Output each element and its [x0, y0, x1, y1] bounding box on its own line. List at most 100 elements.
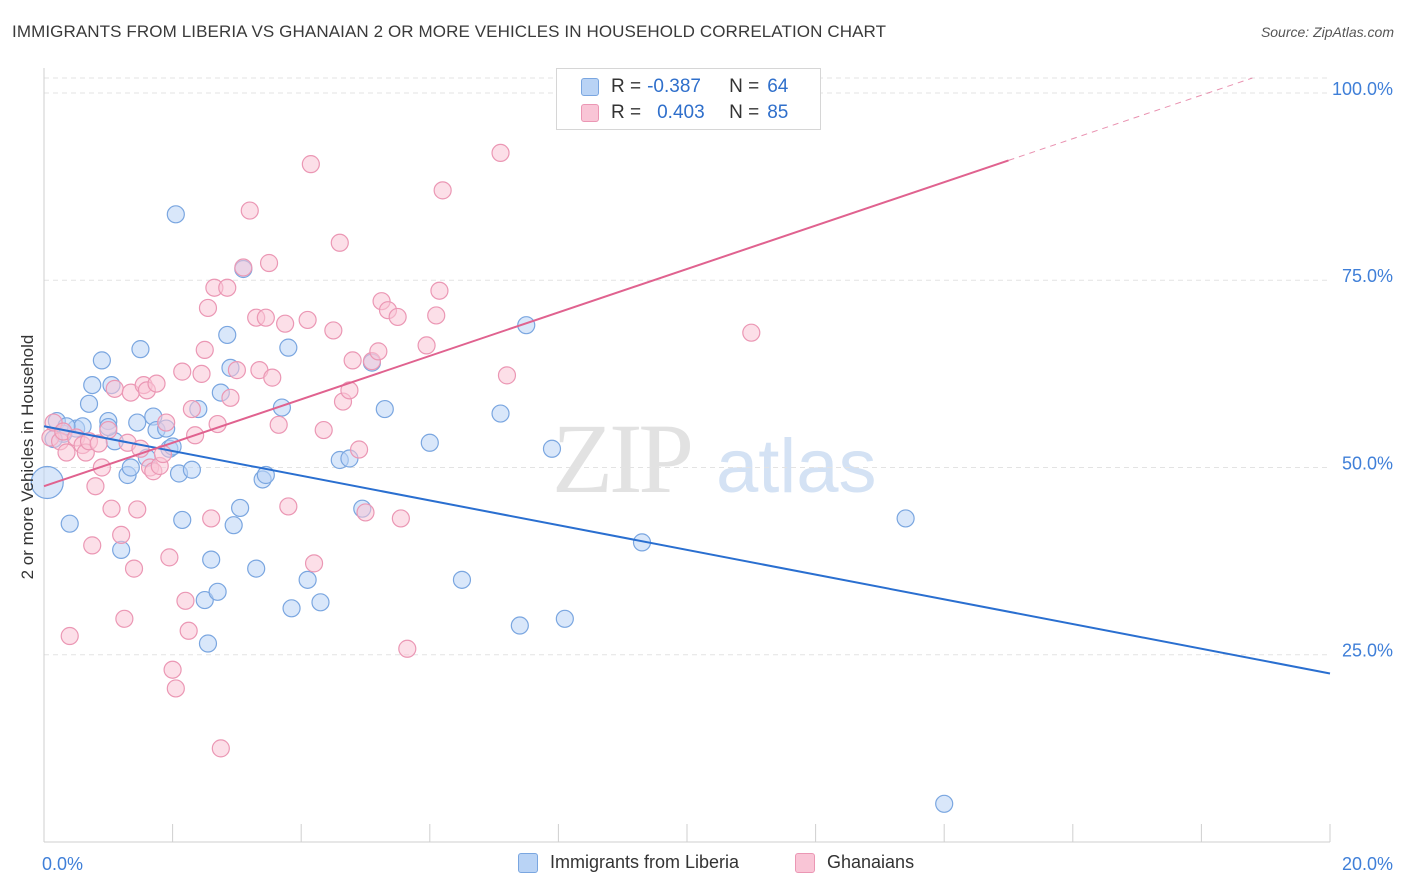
liberia-point-27	[195, 590, 214, 610]
stats-legend: R = -0.387 N = 64 R = 0.403 N = 85	[556, 68, 821, 130]
liberia-point-16	[131, 340, 150, 359]
liberia-point-24	[173, 510, 192, 530]
ghanaian-point-11	[86, 477, 105, 496]
ghanaian-point-42	[198, 298, 218, 318]
liberia-point-53	[510, 616, 529, 635]
stats-legend-row-ghanaian: R = 0.403 N = 85	[581, 100, 788, 126]
r-value-liberia: -0.387	[647, 76, 701, 97]
ghanaian-point-4	[57, 443, 76, 462]
ghanaian-point-50	[234, 258, 253, 277]
liberia-point-56	[555, 609, 574, 628]
r-label: R =	[611, 76, 642, 97]
ghanaian-point-17	[112, 525, 131, 545]
ghanaian-point-18	[115, 609, 134, 628]
liberia-point-8	[92, 351, 111, 370]
liberia-point-49	[375, 399, 394, 419]
liberia-point-37	[247, 559, 266, 578]
ghanaian-point-54	[256, 308, 275, 327]
tick-labels: 25.0% 50.0% 75.0% 100.0% 0.0% 20.0%	[42, 79, 1393, 874]
ghanaian-point-33	[163, 660, 182, 679]
ghanaian-point-80	[491, 143, 510, 163]
ghanaian-trend-extension	[1008, 77, 1253, 161]
ghanaian-point-36	[176, 591, 195, 610]
liberia-point-59	[935, 794, 954, 813]
liberia-point-58	[896, 509, 915, 528]
ghanaian-point-64	[324, 321, 343, 340]
liberia-point-30	[208, 582, 227, 601]
liberia-point-25	[182, 460, 201, 479]
r-value-ghanaian: 0.403	[657, 102, 705, 123]
y-tick-label-0: 25.0%	[1342, 641, 1393, 661]
y-tick-label-3: 100.0%	[1332, 79, 1393, 99]
ghanaian-point-69	[349, 440, 369, 459]
n-value-ghanaian: 85	[767, 102, 789, 123]
liberia-point-51	[452, 570, 472, 589]
ghanaian-point-16	[105, 379, 124, 398]
liberia-point-35	[231, 498, 250, 518]
liberia-point-43	[298, 570, 317, 589]
ghanaian-point-15	[102, 499, 121, 518]
ghanaian-point-78	[430, 281, 449, 300]
legend-swatch-ghanaians	[795, 852, 815, 873]
ghanaian-point-63	[314, 420, 333, 440]
axes	[43, 68, 1331, 843]
ghanaian-point-10	[83, 536, 102, 555]
ghanaian-point-61	[301, 155, 320, 174]
ghanaian-point-57	[269, 415, 288, 434]
liberia-point-55	[542, 439, 562, 458]
ghanaian-point-81	[497, 366, 517, 385]
ghanaian-point-21	[124, 559, 144, 578]
watermark: ZIP atlas	[552, 403, 877, 514]
watermark-zip: ZIP	[552, 403, 690, 514]
ghanaian-point-35	[173, 362, 192, 381]
liberia-point-41	[279, 338, 298, 357]
ghanaian-point-32	[160, 548, 179, 567]
ghanaian-point-46	[211, 739, 230, 758]
legend-item-liberia[interactable]: Immigrants from Liberia	[518, 852, 739, 873]
liberia-trend-line	[43, 425, 1331, 675]
liberia-point-0	[30, 465, 64, 500]
ghanaian-point-40	[192, 364, 211, 383]
stats-legend-row-liberia: R = -0.387 N = 64	[581, 74, 788, 100]
legend-label-ghanaians: Ghanaians	[827, 852, 915, 872]
ghanaian-point-51	[240, 201, 259, 220]
legend-item-ghanaians[interactable]: Ghanaians	[795, 852, 914, 873]
ghanaian-point-76	[417, 336, 436, 355]
ghanaian-point-62	[304, 554, 324, 573]
ghanaian-point-12	[89, 434, 108, 453]
ghanaian-point-79	[433, 181, 452, 200]
ghanaian-point-43	[202, 509, 221, 528]
ghanaian-point-68	[343, 351, 362, 370]
liberia-point-6	[79, 394, 99, 413]
chart-source: Source: ZipAtlas.com	[1260, 24, 1394, 40]
liberia-swatch	[581, 78, 599, 96]
y-tick-label-1: 50.0%	[1342, 453, 1393, 473]
n-value-liberia: 64	[767, 76, 789, 97]
ghanaian-point-60	[298, 310, 317, 330]
ghanaian-point-34	[166, 679, 185, 698]
data-points	[30, 143, 954, 813]
ghanaian-point-37	[179, 621, 198, 640]
ghanaian-point-84	[356, 503, 375, 522]
n-label: N =	[729, 102, 760, 123]
ghanaian-point-58	[276, 314, 295, 333]
ghanaian-point-65	[330, 233, 349, 252]
ghanaian-point-31	[157, 413, 176, 432]
ghanaian-point-28	[147, 374, 166, 393]
liberia-point-2	[60, 514, 79, 533]
liberia-point-15	[128, 413, 147, 432]
ghanaian-point-48	[221, 388, 240, 407]
ghanaian-point-49	[227, 361, 246, 380]
y-axis-label: 2 or more Vehicles in Household	[18, 335, 37, 580]
liberia-point-34	[224, 516, 243, 535]
liberia-point-52	[491, 404, 510, 423]
ghanaian-point-74	[388, 307, 407, 327]
ghanaian-trend-line	[43, 159, 1009, 488]
liberia-point-40	[272, 398, 292, 417]
ghanaian-point-41	[195, 340, 214, 359]
r-label: R =	[611, 102, 642, 123]
ghanaian-point-77	[427, 306, 446, 325]
ghanaian-point-47	[218, 278, 237, 297]
ghanaian-point-22	[128, 500, 147, 519]
ghanaian-point-55	[259, 253, 279, 273]
